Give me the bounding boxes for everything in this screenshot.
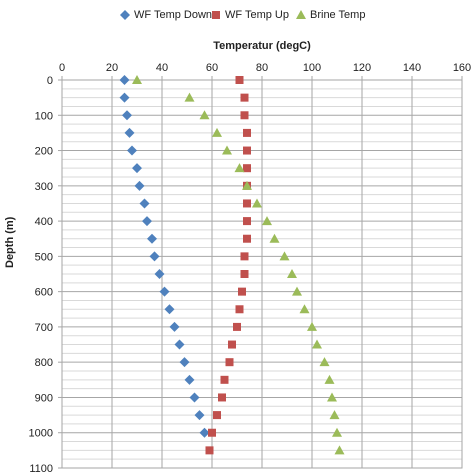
data-point-wf-temp-up: [238, 287, 246, 296]
data-point-wf-temp-up: [225, 358, 234, 367]
data-point-wf-temp-up: [240, 252, 249, 261]
data-point-wf-temp-down: [119, 75, 130, 85]
legend-marker-diamond-icon: [120, 10, 130, 20]
data-point-brine-temp: [299, 304, 310, 314]
x-tick-label: 80: [256, 62, 268, 74]
data-point-brine-temp: [279, 251, 290, 261]
x-tick-label: 0: [59, 62, 65, 74]
data-point-brine-temp: [222, 145, 232, 155]
y-tick-label: 200: [35, 146, 53, 158]
data-point-wf-temp-down: [179, 357, 190, 368]
data-point-brine-temp: [212, 127, 222, 137]
x-tick-label: 100: [303, 62, 321, 74]
data-point-wf-temp-down: [189, 392, 200, 403]
data-point-wf-temp-down: [194, 410, 205, 421]
y-tick-label: 800: [35, 357, 53, 369]
legend-item-series-1: WF Temp Down: [120, 9, 212, 21]
data-point-wf-temp-up: [243, 164, 251, 173]
data-point-brine-temp: [292, 286, 302, 296]
data-point-wf-temp-up: [240, 111, 249, 120]
data-point-wf-temp-up: [243, 146, 251, 155]
data-point-wf-temp-up: [220, 375, 229, 384]
x-tick-label: 60: [206, 62, 218, 74]
y-tick-label: 300: [35, 181, 53, 193]
data-point-brine-temp: [287, 269, 297, 278]
data-point-brine-temp: [252, 198, 262, 208]
data-point-wf-temp-down: [142, 216, 152, 227]
data-point-wf-temp-down: [159, 286, 170, 297]
data-point-wf-temp-down: [124, 127, 135, 138]
data-point-brine-temp: [199, 110, 210, 120]
data-point-wf-temp-down: [164, 304, 175, 315]
data-point-brine-temp: [327, 392, 337, 402]
data-point-wf-temp-up: [243, 199, 251, 208]
data-point-wf-temp-down: [127, 145, 137, 156]
data-point-wf-temp-down: [169, 321, 180, 332]
data-point-wf-temp-up: [243, 217, 251, 226]
data-point-brine-temp: [262, 216, 272, 226]
data-point-brine-temp: [332, 427, 342, 437]
x-axis-title: Temperatur (degC): [213, 40, 311, 52]
data-point-wf-temp-up: [208, 428, 216, 437]
data-point-wf-temp-up: [243, 128, 251, 137]
data-point-wf-temp-down: [132, 163, 142, 174]
data-point-brine-temp: [329, 410, 340, 420]
data-point-brine-temp: [307, 321, 317, 331]
data-point-wf-temp-down: [147, 233, 157, 244]
legend-label-series-2: WF Temp Up: [225, 9, 289, 21]
x-tick-label: 40: [156, 62, 168, 74]
x-tick-label: 120: [353, 62, 371, 74]
legend-item-series-2: WF Temp Up: [211, 9, 289, 21]
y-tick-label: 1100: [29, 463, 53, 474]
data-point-wf-temp-down: [149, 251, 160, 262]
y-tick-label: 600: [35, 287, 53, 299]
data-point-wf-temp-down: [134, 180, 145, 191]
legend-marker-triangle-icon: [296, 10, 306, 19]
y-tick-label: 900: [35, 392, 53, 404]
y-tick-label: 0: [47, 75, 53, 87]
data-point-brine-temp: [184, 92, 195, 102]
data-point-wf-temp-down: [184, 374, 195, 385]
data-point-wf-temp-down: [174, 339, 185, 350]
data-point-wf-temp-down: [139, 198, 150, 209]
x-tick-label: 20: [106, 62, 118, 74]
data-point-brine-temp: [334, 445, 345, 455]
chart-legend: WF Temp Down WF Temp Up Brine Temp: [0, 9, 474, 29]
y-tick-label: 1000: [29, 428, 53, 440]
data-point-wf-temp-up: [218, 393, 226, 402]
data-point-wf-temp-down: [154, 269, 165, 279]
data-point-brine-temp: [269, 233, 280, 243]
data-point-wf-temp-up: [213, 411, 221, 420]
data-point-wf-temp-up: [235, 76, 244, 84]
x-tick-label: 160: [453, 62, 471, 74]
data-point-wf-temp-up: [235, 305, 244, 314]
data-point-brine-temp: [242, 180, 252, 190]
data-point-wf-temp-up: [243, 234, 251, 243]
data-point-wf-temp-up: [240, 270, 249, 278]
data-point-wf-temp-down: [199, 427, 210, 438]
data-point-brine-temp: [132, 75, 142, 84]
data-point-wf-temp-up: [205, 446, 214, 455]
y-tick-label: 400: [35, 216, 53, 228]
legend-item-series-3: Brine Temp: [296, 9, 365, 21]
data-point-wf-temp-up: [233, 322, 241, 331]
y-tick-label: 100: [35, 110, 53, 122]
data-point-wf-temp-up: [228, 340, 236, 349]
data-point-brine-temp: [319, 357, 330, 367]
x-tick-label: 140: [403, 62, 421, 74]
legend-marker-square-icon: [212, 11, 220, 19]
y-tick-label: 700: [35, 322, 53, 334]
y-tick-label: 500: [35, 251, 53, 263]
data-point-brine-temp: [324, 374, 335, 384]
data-point-wf-temp-down: [119, 92, 130, 103]
data-point-brine-temp: [312, 339, 322, 349]
legend-label-series-3: Brine Temp: [310, 9, 366, 21]
data-point-wf-temp-down: [122, 110, 132, 121]
data-point-brine-temp: [234, 163, 245, 173]
data-point-wf-temp-up: [240, 93, 249, 102]
legend-label-series-1: WF Temp Down: [134, 9, 213, 21]
